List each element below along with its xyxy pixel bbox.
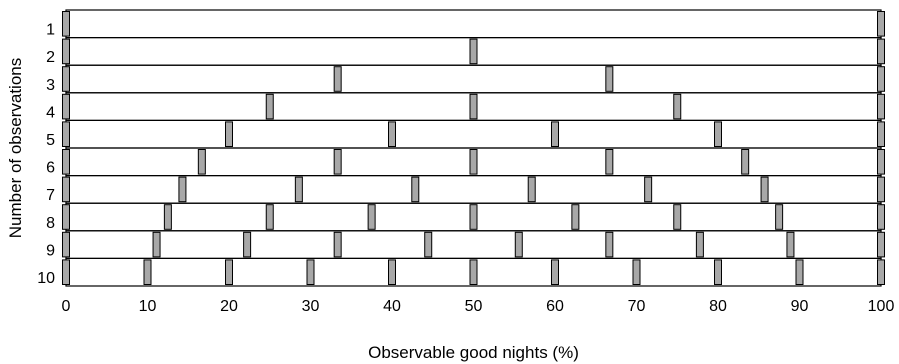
y-tick-label: 9 <box>46 242 55 259</box>
y-tick-label: 6 <box>46 160 55 177</box>
divider-block <box>143 259 152 285</box>
y-axis-label: Number of observations <box>6 58 25 238</box>
divider-block <box>306 259 315 285</box>
divider-block <box>760 176 769 203</box>
divider-block <box>551 121 559 148</box>
divider-block <box>225 121 233 148</box>
divider-block <box>197 149 206 175</box>
divider-block <box>877 259 885 285</box>
x-tick-label: 20 <box>220 298 238 315</box>
divider-block <box>714 259 722 285</box>
divider-block <box>333 231 342 258</box>
divider-block <box>673 204 682 230</box>
y-tick-label: 8 <box>46 215 55 232</box>
divider-block <box>62 11 70 37</box>
x-tick-label: 70 <box>628 298 646 315</box>
x-tick-label: 50 <box>465 298 483 315</box>
divider-block <box>714 121 722 148</box>
divider-block <box>877 121 885 148</box>
x-tick-labels: 0 10 20 30 40 50 60 70 80 90 100 <box>62 298 895 315</box>
rows-layer <box>62 9 885 287</box>
divider-block <box>571 204 580 230</box>
divider-block <box>178 176 187 203</box>
divider-block <box>673 93 682 120</box>
x-tick-label: 10 <box>139 298 157 315</box>
divider-block <box>411 176 420 203</box>
y-tick-label: 4 <box>46 104 55 121</box>
divider-block <box>225 259 233 285</box>
x-tick-label: 40 <box>383 298 401 315</box>
divider-block <box>62 38 70 65</box>
divider-block <box>527 176 536 203</box>
divider-block <box>632 259 641 285</box>
divider-block <box>877 231 885 258</box>
divider-block <box>786 231 795 258</box>
divider-block <box>62 149 70 175</box>
divider-block <box>62 176 70 203</box>
y-tick-label: 3 <box>46 77 55 94</box>
divider-block <box>877 38 885 65</box>
divider-block <box>877 149 885 175</box>
divider-block <box>775 204 784 230</box>
divider-block <box>294 176 303 203</box>
divider-block <box>877 93 885 120</box>
divider-block <box>243 231 252 258</box>
divider-block <box>795 259 804 285</box>
divider-block <box>62 204 70 230</box>
divider-block <box>741 149 750 175</box>
row-7 <box>65 175 882 204</box>
x-axis-label: Observable good nights (%) <box>368 343 579 362</box>
divider-block <box>62 93 70 120</box>
x-tick-label: 90 <box>791 298 809 315</box>
divider-block <box>514 231 523 258</box>
divider-block <box>605 66 614 92</box>
divider-block <box>469 204 478 230</box>
divider-block <box>469 93 478 120</box>
divider-block <box>62 66 70 92</box>
divider-block <box>265 204 274 230</box>
divider-block <box>469 259 478 285</box>
divider-block <box>877 11 885 37</box>
divider-block <box>469 149 478 175</box>
y-tick-label: 2 <box>46 49 55 66</box>
x-tick-label: 100 <box>868 298 895 315</box>
y-tick-label: 7 <box>46 187 55 204</box>
x-tick-label: 0 <box>62 298 71 315</box>
y-tick-label: 1 <box>46 22 55 39</box>
divider-block <box>877 204 885 230</box>
divider-block <box>424 231 433 258</box>
divider-block <box>469 38 478 65</box>
y-tick-label: 5 <box>46 132 55 149</box>
divider-block <box>333 66 342 92</box>
divider-block <box>62 121 70 148</box>
divider-block <box>695 231 704 258</box>
y-tick-label: 10 <box>37 270 55 287</box>
y-tick-labels: 1 2 3 4 5 6 7 8 9 10 <box>37 22 55 287</box>
x-tick-label: 80 <box>709 298 727 315</box>
divider-block <box>152 231 161 258</box>
divider-block <box>367 204 376 230</box>
x-tick-label: 60 <box>546 298 564 315</box>
divider-block <box>62 259 70 285</box>
divider-block <box>265 93 274 120</box>
divider-block <box>388 259 396 285</box>
divider-block <box>163 204 172 230</box>
x-tick-label: 30 <box>302 298 320 315</box>
divider-block <box>605 231 614 258</box>
divider-block <box>644 176 653 203</box>
divider-block <box>62 231 70 258</box>
divider-block <box>551 259 559 285</box>
row-3 <box>65 64 882 94</box>
divider-block <box>877 66 885 92</box>
divider-block <box>877 176 885 203</box>
row-9 <box>65 230 882 260</box>
divider-block <box>388 121 396 148</box>
divider-block <box>333 149 342 175</box>
row-1 <box>65 9 882 39</box>
divider-block <box>605 149 614 175</box>
row-5 <box>65 119 882 149</box>
